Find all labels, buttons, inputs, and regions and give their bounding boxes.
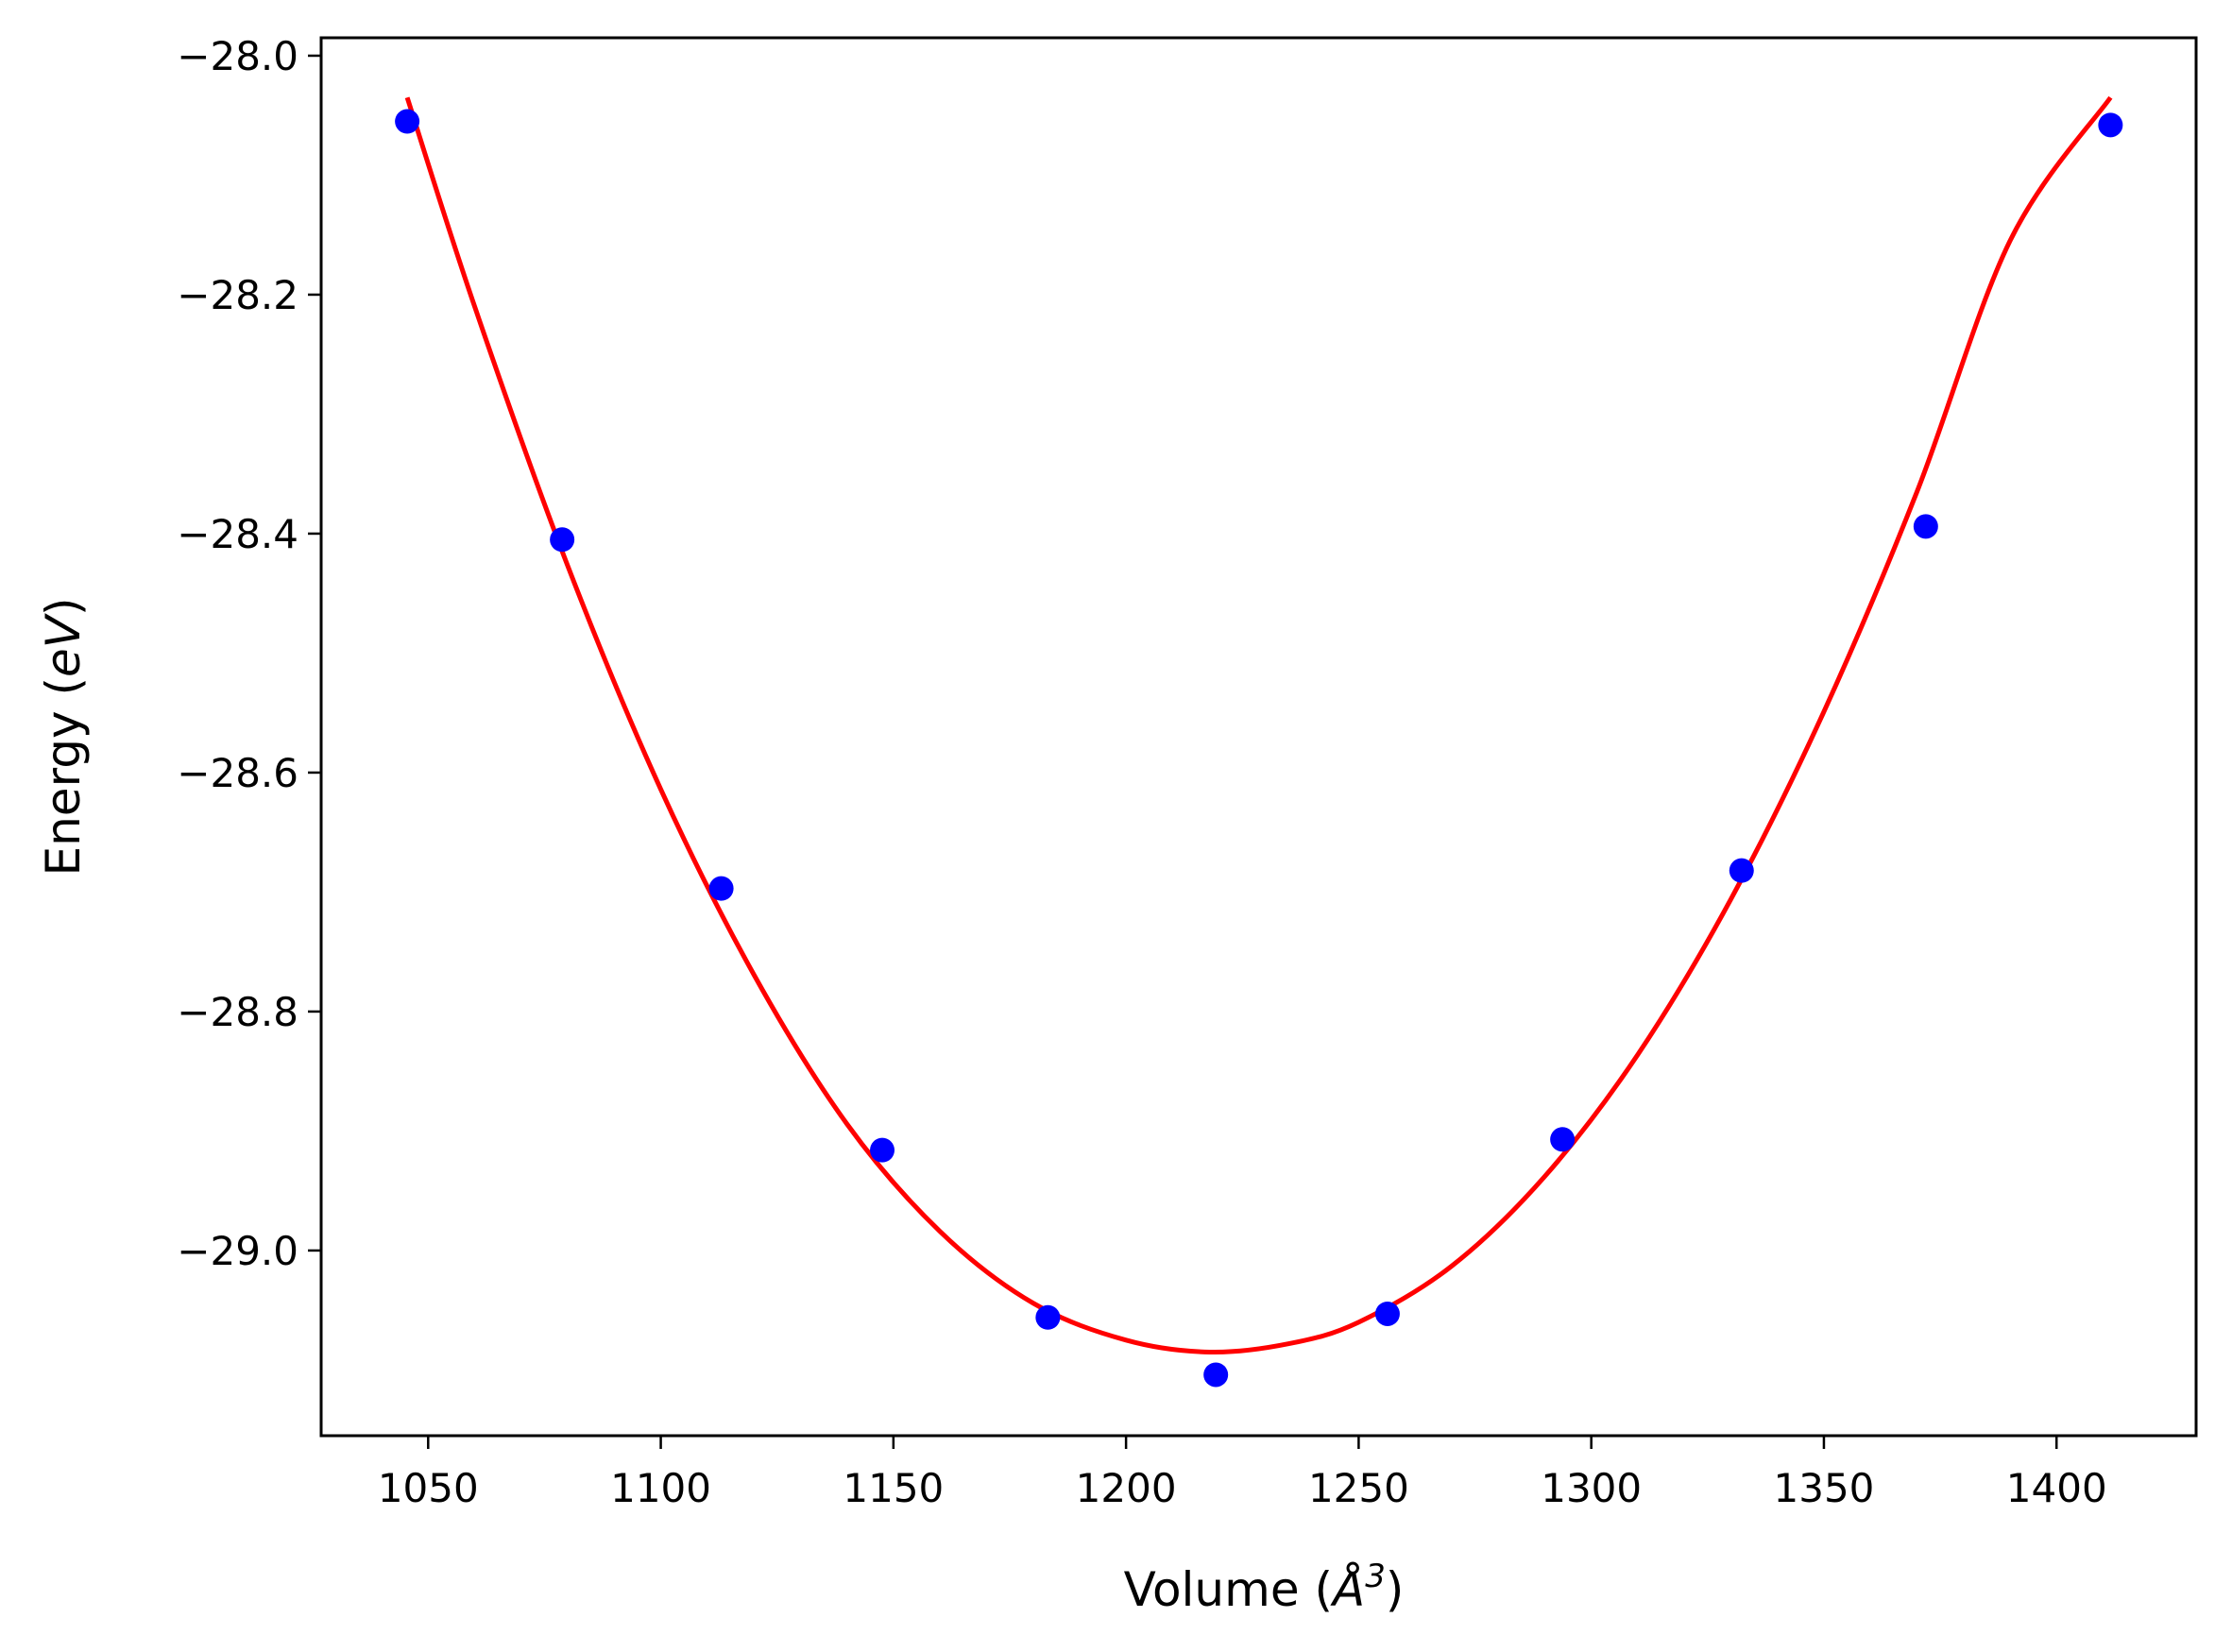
data-point — [708, 876, 734, 901]
x-tick-label: 1350 — [1774, 1465, 1875, 1511]
data-point — [550, 527, 575, 553]
y-tick-label: −28.0 — [177, 33, 298, 79]
data-point — [870, 1137, 895, 1163]
y-tick-label: −28.8 — [177, 989, 298, 1035]
x-axis-ticks: 1050 1100 1150 1200 1250 1300 1350 1400 — [378, 1436, 2107, 1511]
fit-curve-layer — [404, 95, 2113, 1354]
data-point — [1913, 514, 1938, 539]
data-point — [1203, 1362, 1229, 1388]
data-point — [1729, 858, 1754, 883]
x-tick-label: 1100 — [610, 1465, 711, 1511]
x-axis-title: Volume (Å3) — [1124, 1558, 1405, 1617]
x-tick-label: 1300 — [1541, 1465, 1642, 1511]
data-points-layer — [395, 109, 2123, 1388]
x-tick-label: 1250 — [1308, 1465, 1409, 1511]
y-tick-label: −28.2 — [177, 272, 298, 318]
data-point — [1374, 1301, 1400, 1326]
x-tick-label: 1150 — [843, 1465, 944, 1511]
data-point — [1550, 1127, 1576, 1152]
x-tick-label: 1200 — [1076, 1465, 1177, 1511]
y-axis-ticks: −28.0 −28.2 −28.4 −28.6 −28.8 −29.0 — [177, 33, 321, 1274]
y-tick-label: −28.6 — [177, 750, 298, 796]
x-tick-label: 1400 — [2006, 1465, 2107, 1511]
plot-area-frame — [319, 36, 2198, 1438]
data-point — [1035, 1304, 1061, 1330]
y-tick-label: −28.4 — [177, 511, 298, 557]
y-axis-title: Energy (eV) — [36, 598, 91, 877]
fit-curve — [404, 95, 2113, 1354]
y-tick-label: −29.0 — [177, 1228, 298, 1274]
data-point — [2098, 112, 2123, 138]
x-tick-label: 1050 — [378, 1465, 479, 1511]
data-point — [395, 109, 420, 134]
